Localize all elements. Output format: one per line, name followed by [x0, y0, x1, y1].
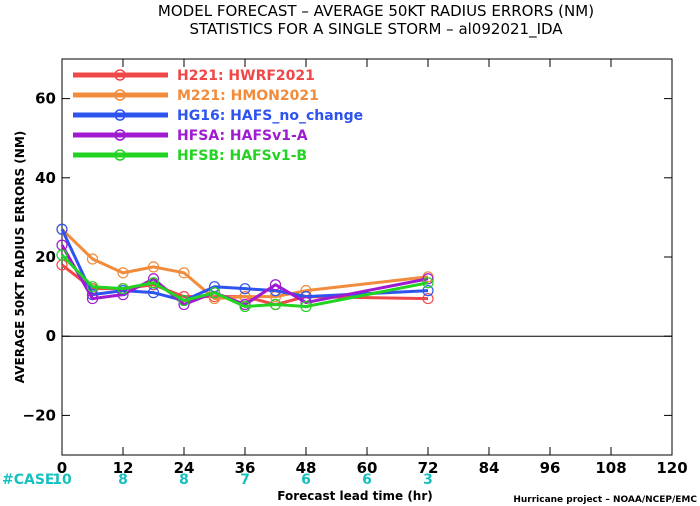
- data-point: [269, 279, 282, 291]
- data-point: [422, 285, 434, 297]
- case-count: 6: [301, 472, 311, 488]
- legend-entry-label: H221: HWRF2021: [177, 68, 315, 84]
- data-point: [147, 277, 160, 289]
- data-point: [56, 249, 68, 261]
- x-tick-label: 72: [418, 459, 439, 477]
- data-point: [208, 287, 221, 299]
- y-axis-label: AVERAGE 50KT RADIUS ERRORS (NM): [13, 131, 27, 383]
- data-point: [56, 223, 68, 235]
- x-axis-label: Forecast lead time (hr): [277, 489, 433, 503]
- x-tick-label: 84: [479, 459, 500, 477]
- y-tick-label: 0: [46, 327, 56, 345]
- x-tick-label: 0: [57, 459, 67, 477]
- series-line: [60, 253, 429, 308]
- legend: H221: HWRF2021 M221: HMON2021 HG16: HAFS_n…: [73, 68, 363, 164]
- case-count: 8: [118, 472, 128, 488]
- y-axis-ticks: −20 0 20 40 60: [23, 90, 672, 424]
- legend-swatch-marker: [114, 89, 126, 101]
- data-point: [178, 294, 190, 307]
- series-line: [60, 244, 429, 307]
- case-count-row: #CASE 10 8 8 7 6 6 3: [2, 472, 433, 488]
- y-tick-label: −20: [23, 406, 56, 424]
- data-point: [117, 283, 129, 295]
- data-point: [239, 300, 251, 313]
- case-count: 6: [362, 472, 372, 488]
- x-axis-ticks: 0 12 24 36 48 60 72 84 96 108 120: [57, 59, 688, 477]
- x-tick-label: 48: [296, 459, 317, 477]
- case-count: 7: [240, 472, 250, 488]
- data-point: [147, 261, 160, 273]
- x-tick-label: 60: [357, 459, 378, 477]
- legend-swatch-marker: [114, 109, 126, 121]
- plot-frame: [61, 58, 673, 456]
- x-tick-label: 12: [113, 459, 134, 477]
- legend-swatch-marker: [114, 129, 126, 141]
- y-tick-label: 20: [35, 248, 56, 266]
- series-5: [56, 249, 434, 313]
- legend-entry-label: HFSA: HAFSv1-A: [177, 128, 308, 144]
- legend-swatch-marker: [114, 149, 126, 161]
- data-point: [422, 292, 434, 305]
- case-count: 8: [179, 472, 189, 488]
- data-point: [300, 300, 312, 313]
- y-tick-label: 40: [35, 169, 56, 187]
- chart-title-line1: MODEL FORECAST – AVERAGE 50KT RADIUS ERR…: [158, 2, 594, 20]
- data-point: [269, 298, 282, 311]
- data-point: [117, 267, 129, 279]
- legend-entry-label: HFSB: HAFSv1-B: [177, 148, 307, 164]
- data-point: [86, 292, 99, 305]
- legend-swatch-marker: [114, 69, 126, 81]
- x-tick-label: 36: [235, 459, 256, 477]
- data-point: [422, 277, 434, 289]
- data-point: [239, 283, 251, 295]
- legend-entry-label: M221: HMON2021: [177, 88, 319, 104]
- data-point: [86, 281, 99, 293]
- credit-text: Hurricane project – NOAA/NCEP/EMC: [513, 495, 697, 505]
- series-layer: [56, 223, 434, 313]
- y-tick-label: 60: [35, 90, 56, 108]
- data-point: [178, 267, 190, 279]
- x-tick-label: 120: [656, 459, 687, 477]
- chart-title-line2: STATISTICS FOR A SINGLE STORM – al092021…: [189, 20, 563, 39]
- x-tick-label: 96: [540, 459, 561, 477]
- legend-entry-label: HG16: HAFS_no_change: [177, 108, 363, 124]
- x-tick-label: 108: [595, 459, 626, 477]
- case-count: 10: [52, 472, 72, 488]
- case-label: #CASE: [2, 472, 55, 488]
- data-point: [86, 253, 99, 265]
- x-tick-label: 24: [174, 459, 195, 477]
- case-count: 3: [423, 472, 433, 488]
